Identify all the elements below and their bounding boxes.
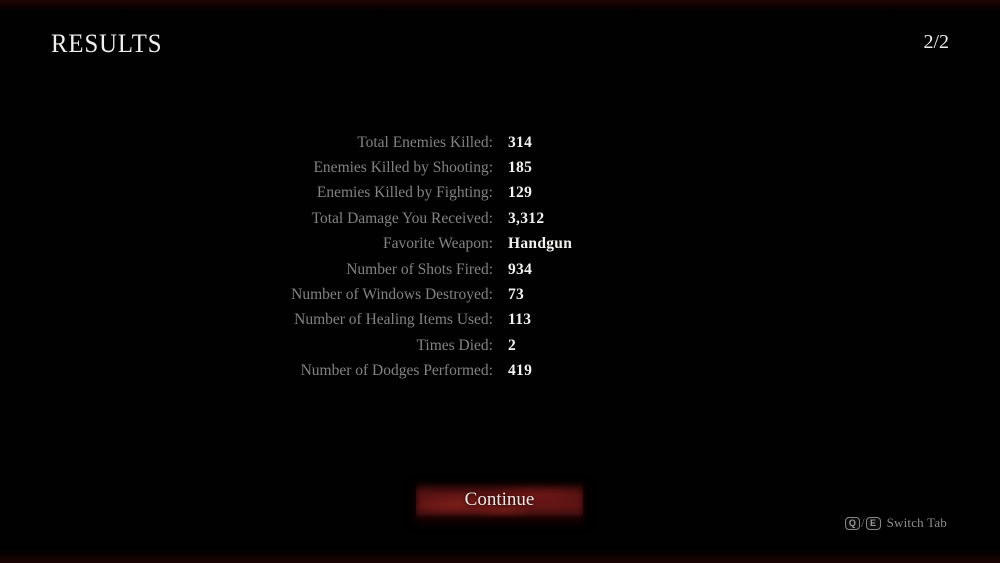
page-indicator: 2/2: [923, 31, 949, 53]
stat-label: Number of Windows Destroyed:: [291, 286, 493, 304]
stat-label: Times Died:: [416, 336, 493, 354]
stat-row: Total Enemies Killed: 314: [0, 130, 1000, 155]
switch-tab-hint: Q / E Switch Tab: [844, 515, 947, 531]
page-title: RESULTS: [51, 29, 163, 58]
bottom-vignette: [0, 550, 1000, 563]
stat-row: Favorite Weapon: Handgun: [0, 232, 1000, 257]
switch-tab-label: Switch Tab: [886, 515, 947, 530]
stat-row: Number of Shots Fired: 934: [0, 257, 1000, 282]
stat-label: Total Damage You Received:: [311, 209, 493, 227]
key-q-icon: Q: [844, 516, 860, 530]
stat-label: Number of Shots Fired:: [346, 260, 493, 278]
stat-value: 3,312: [508, 209, 545, 227]
stat-value: 185: [508, 159, 533, 177]
stat-label: Total Enemies Killed:: [357, 133, 493, 151]
top-vignette: [0, 0, 1000, 11]
key-e-icon: E: [865, 516, 881, 530]
stat-row: Number of Windows Destroyed: 73: [0, 282, 1000, 307]
stat-value: 314: [508, 133, 533, 151]
stat-row: Number of Healing Items Used: 113: [0, 308, 1000, 333]
stat-value: Handgun: [508, 235, 573, 253]
stat-row: Enemies Killed by Shooting: 185: [0, 155, 1000, 180]
stat-value: 129: [508, 184, 533, 202]
stats-list: Total Enemies Killed: 314 Enemies Killed…: [0, 130, 1000, 384]
stat-row: Times Died: 2: [0, 333, 1000, 358]
stat-label: Enemies Killed by Shooting:: [313, 159, 493, 177]
stat-label: Number of Healing Items Used:: [294, 311, 493, 329]
stat-value: 2: [508, 336, 517, 354]
stat-label: Favorite Weapon:: [383, 235, 493, 253]
continue-button[interactable]: Continue: [416, 482, 583, 518]
stat-value: 73: [508, 286, 525, 304]
stat-value: 113: [508, 311, 532, 329]
key-separator: /: [860, 515, 865, 530]
stat-row: Enemies Killed by Fighting: 129: [0, 181, 1000, 206]
stat-row: Total Damage You Received: 3,312: [0, 206, 1000, 231]
stat-label: Enemies Killed by Fighting:: [316, 184, 493, 202]
stat-label: Number of Dodges Performed:: [300, 362, 493, 380]
stat-value: 419: [508, 362, 533, 380]
stat-value: 934: [508, 260, 533, 278]
stat-row: Number of Dodges Performed: 419: [0, 359, 1000, 384]
